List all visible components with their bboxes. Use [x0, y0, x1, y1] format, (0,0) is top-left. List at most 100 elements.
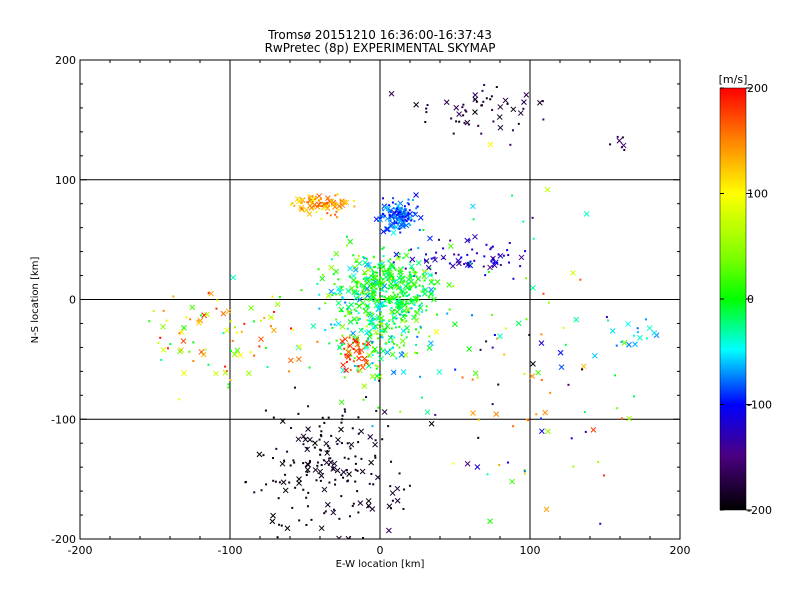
data-point-dot — [381, 320, 384, 323]
data-point-dot — [348, 275, 351, 278]
data-point-cross — [335, 300, 342, 306]
data-point-dot — [481, 89, 484, 92]
data-point-dot — [332, 466, 335, 469]
data-point-cross — [521, 99, 527, 105]
data-point-dot — [407, 331, 410, 334]
data-point-dot — [399, 296, 402, 299]
data-point-dot — [392, 346, 395, 349]
data-point-dot — [414, 310, 417, 313]
data-point-dot — [361, 328, 364, 331]
data-point-dot — [408, 271, 411, 274]
data-point-cross — [346, 471, 352, 478]
data-point-dot — [227, 386, 230, 389]
data-point-dot — [475, 100, 478, 103]
data-point-dot — [493, 261, 496, 264]
data-point-cross — [413, 317, 420, 324]
data-point-dot — [305, 496, 308, 499]
data-point-dot — [362, 342, 365, 345]
data-point-dot — [380, 215, 383, 218]
data-point-cross — [497, 104, 504, 110]
data-point-cross — [347, 265, 353, 272]
data-point-dot — [341, 418, 344, 421]
data-point-dot — [387, 425, 390, 428]
data-point-dot — [385, 290, 388, 293]
data-point-cross — [421, 290, 428, 297]
data-point-dot — [405, 320, 408, 323]
data-point-dot — [564, 343, 567, 346]
data-point-cross — [361, 269, 368, 276]
data-point-dot — [633, 395, 636, 398]
data-point-dot — [402, 294, 405, 297]
data-point-cross — [377, 280, 384, 286]
data-point-cross — [509, 478, 515, 485]
data-point-dot — [391, 341, 394, 344]
data-point-dot — [284, 473, 287, 476]
data-point-dot — [540, 378, 543, 381]
data-point-dot — [434, 413, 437, 416]
data-point-dot — [326, 201, 329, 204]
data-point-dot — [352, 502, 355, 505]
data-point-dot — [231, 339, 234, 342]
data-point-dot — [409, 261, 412, 264]
data-point-dot — [332, 273, 335, 276]
data-point-cross — [387, 207, 394, 214]
data-point-dot — [172, 295, 175, 298]
data-point-dot — [394, 210, 397, 213]
data-point-dot — [392, 312, 395, 315]
data-point-cross — [370, 295, 377, 301]
data-point-dot — [400, 289, 403, 292]
data-point-dot — [292, 459, 295, 462]
data-point-dot — [402, 507, 405, 510]
data-point-dot — [371, 362, 374, 365]
data-point-dot — [393, 266, 396, 269]
data-point-dot — [317, 268, 320, 271]
data-point-dot — [386, 322, 389, 325]
data-point-dot — [310, 518, 313, 521]
data-point-cross — [626, 341, 632, 348]
data-point-dot — [344, 353, 347, 356]
data-point-dot — [342, 476, 345, 479]
data-point-dot — [263, 316, 266, 319]
data-point-dot — [364, 303, 367, 306]
data-point-dot — [476, 376, 479, 379]
data-point-dot — [420, 302, 423, 305]
data-point-cross — [408, 278, 414, 285]
data-point-dot — [192, 359, 195, 362]
data-point-dot — [371, 354, 374, 357]
data-point-dot — [335, 210, 338, 213]
data-point-cross — [365, 498, 372, 504]
data-point-dot — [159, 336, 162, 339]
data-point-cross — [370, 324, 377, 331]
data-point-dot — [496, 261, 499, 264]
data-point-cross — [356, 355, 362, 362]
data-point-cross — [370, 274, 376, 281]
data-point-dot — [152, 310, 155, 313]
colorbar: [m/s] 200 100 0 -100 -200 — [719, 73, 772, 517]
data-point-dot — [523, 372, 526, 375]
data-point-dot — [392, 275, 395, 278]
data-point-cross — [424, 409, 431, 416]
data-point-dot — [490, 260, 493, 263]
data-point-dot — [160, 358, 163, 361]
data-point-cross — [542, 409, 549, 416]
data-point-dot — [368, 482, 371, 485]
data-point-dot — [407, 302, 410, 305]
data-point-dot — [354, 302, 357, 305]
data-point-dot — [364, 293, 367, 296]
data-point-dot — [356, 490, 359, 493]
data-point-dot — [348, 313, 351, 316]
data-point-dot — [381, 289, 384, 292]
data-point-dot — [452, 132, 455, 135]
data-point-dot — [406, 282, 409, 285]
data-point-dot — [512, 425, 515, 428]
data-point-dot — [396, 213, 399, 216]
data-point-dot — [403, 280, 406, 283]
data-point-dot — [621, 136, 624, 139]
data-point-dot — [346, 480, 349, 483]
data-point-dot — [253, 354, 256, 357]
data-point-cross — [474, 464, 481, 470]
data-point-dot — [381, 325, 384, 328]
data-point-dot — [471, 314, 474, 317]
data-point-dot — [645, 318, 648, 321]
data-point-dot — [318, 307, 321, 310]
